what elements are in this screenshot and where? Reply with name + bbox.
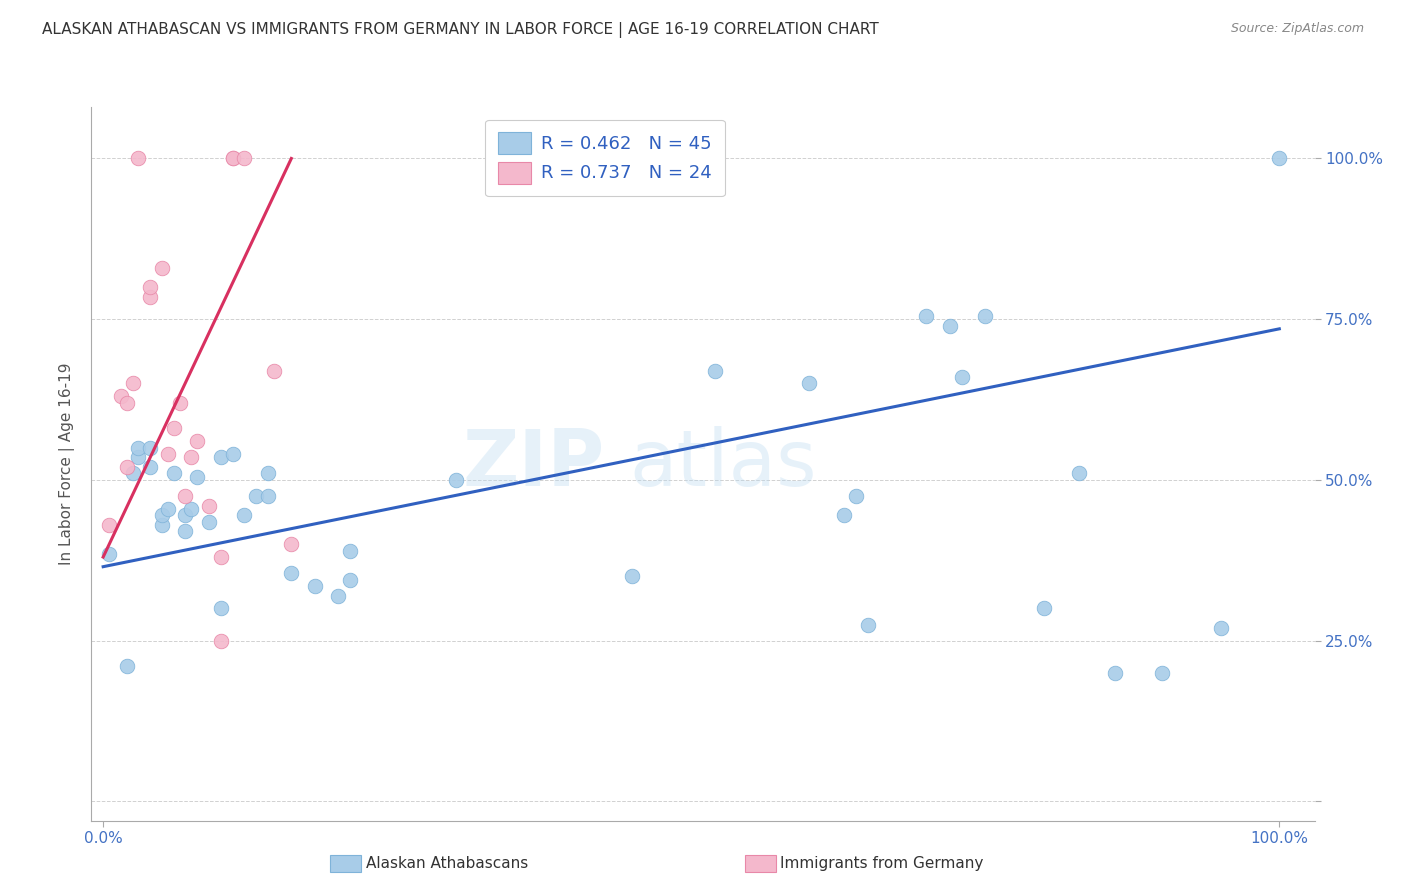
Y-axis label: In Labor Force | Age 16-19: In Labor Force | Age 16-19 <box>59 362 75 566</box>
Point <box>1150 665 1173 680</box>
Point <box>174 508 197 523</box>
Point <box>256 489 278 503</box>
Point <box>163 467 186 481</box>
Point <box>845 489 868 503</box>
Point <box>150 517 173 532</box>
Point <box>1104 665 1126 680</box>
Text: atlas: atlas <box>630 425 817 502</box>
Point <box>1209 621 1232 635</box>
Point <box>1268 152 1291 166</box>
Point <box>209 550 232 565</box>
Point <box>98 547 121 561</box>
Point <box>915 309 938 323</box>
Point <box>280 566 302 581</box>
Text: Source: ZipAtlas.com: Source: ZipAtlas.com <box>1230 22 1364 36</box>
Point <box>163 421 186 435</box>
Point <box>139 441 162 455</box>
Point <box>150 260 173 275</box>
Point <box>180 501 202 516</box>
Point <box>121 467 143 481</box>
Point <box>339 573 361 587</box>
Point <box>263 363 285 377</box>
Point <box>186 469 208 483</box>
Point <box>198 499 221 513</box>
Point <box>209 601 232 615</box>
Point <box>304 579 326 593</box>
Point <box>221 447 243 461</box>
Point <box>121 376 143 391</box>
Point <box>797 376 820 391</box>
Point <box>98 517 121 532</box>
Point <box>233 152 256 166</box>
Point <box>1033 601 1056 615</box>
Point <box>127 450 149 465</box>
Point <box>1069 467 1091 481</box>
Point <box>256 467 278 481</box>
Point <box>221 152 243 166</box>
Point <box>174 524 197 539</box>
Point <box>115 659 138 673</box>
Point <box>156 501 179 516</box>
Text: ZIP: ZIP <box>463 425 605 502</box>
Point <box>156 447 179 461</box>
Legend: R = 0.462   N = 45, R = 0.737   N = 24: R = 0.462 N = 45, R = 0.737 N = 24 <box>485 120 725 196</box>
Point <box>209 450 232 465</box>
Point <box>280 537 302 551</box>
Point <box>110 389 132 403</box>
Point <box>150 508 173 523</box>
Point <box>856 617 879 632</box>
Point <box>127 152 149 166</box>
Point <box>950 370 973 384</box>
Point <box>621 569 644 583</box>
Point <box>328 589 350 603</box>
Point <box>832 508 855 523</box>
Point <box>139 280 162 294</box>
Point <box>233 508 256 523</box>
Point <box>245 489 267 503</box>
Point <box>139 460 162 475</box>
Point <box>703 363 725 377</box>
Text: Immigrants from Germany: Immigrants from Germany <box>780 856 984 871</box>
Point <box>169 396 191 410</box>
Point <box>221 152 243 166</box>
Point <box>115 460 138 475</box>
Point <box>186 434 208 449</box>
Point <box>198 515 221 529</box>
Point <box>444 473 467 487</box>
Point <box>939 318 962 333</box>
Point <box>115 396 138 410</box>
Point <box>174 489 197 503</box>
Point <box>974 309 997 323</box>
Point <box>127 441 149 455</box>
Point <box>139 290 162 304</box>
Point <box>180 450 202 465</box>
Point <box>339 543 361 558</box>
Text: Alaskan Athabascans: Alaskan Athabascans <box>366 856 527 871</box>
Point <box>209 633 232 648</box>
Text: ALASKAN ATHABASCAN VS IMMIGRANTS FROM GERMANY IN LABOR FORCE | AGE 16-19 CORRELA: ALASKAN ATHABASCAN VS IMMIGRANTS FROM GE… <box>42 22 879 38</box>
